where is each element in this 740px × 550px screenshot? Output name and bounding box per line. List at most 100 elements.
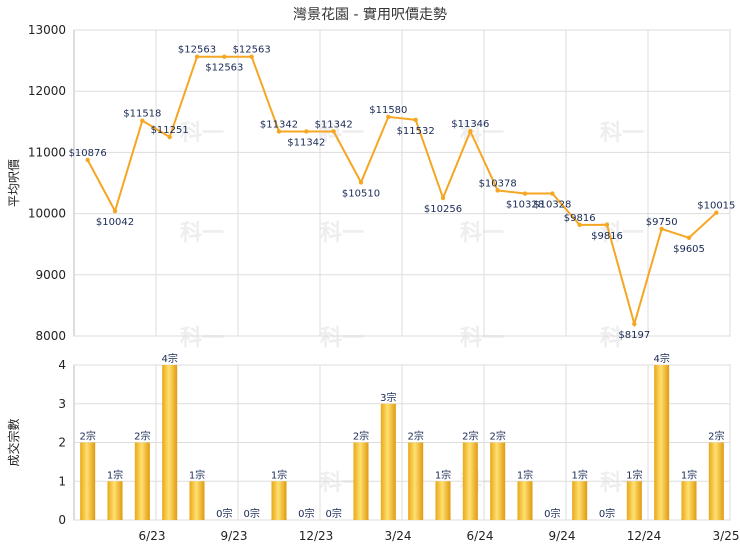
- price-point: [249, 54, 254, 59]
- x-tick-label: 6/24: [467, 529, 494, 543]
- price-data-label: $11342: [260, 119, 298, 130]
- price-point: [386, 114, 391, 120]
- count-data-label: 0宗: [544, 507, 560, 520]
- count-data-label: 2宗: [79, 430, 95, 443]
- price-data-label: $9605: [673, 244, 705, 255]
- price-data-label: $10256: [424, 204, 462, 215]
- price-data-label: $10876: [69, 148, 107, 159]
- count-data-label: 1宗: [681, 468, 697, 481]
- line-y-tick-label: 11000: [28, 145, 66, 159]
- count-bar: [435, 481, 451, 520]
- price-data-label: $11532: [397, 126, 435, 137]
- count-data-label: 0宗: [243, 507, 259, 520]
- count-bar: [80, 442, 96, 520]
- price-point: [276, 129, 282, 134]
- price-point: [112, 208, 118, 214]
- price-point: [222, 54, 227, 59]
- bar-y-tick-label: 4: [58, 358, 66, 372]
- watermark-text: 科一: [320, 121, 364, 146]
- watermark-text: 科一: [180, 221, 224, 246]
- line-y-tick-label: 12000: [28, 84, 66, 98]
- price-point: [413, 117, 418, 123]
- price-data-label: $10328: [533, 200, 571, 211]
- count-bar: [572, 481, 588, 520]
- price-point: [331, 129, 336, 134]
- price-point: [358, 180, 364, 185]
- line-y-tick-label: 10000: [28, 207, 66, 221]
- count-data-label: 2宗: [462, 430, 478, 443]
- price-data-label: $12563: [178, 45, 216, 56]
- watermark-text: 科一: [600, 121, 644, 146]
- price-data-label: $11518: [123, 109, 161, 120]
- x-tick-label: 12/24: [627, 529, 662, 543]
- watermark-text: 科一: [180, 326, 224, 351]
- count-data-label: 0宗: [216, 507, 232, 520]
- price-data-label: $9816: [591, 231, 623, 242]
- price-data-label: $12563: [205, 63, 243, 74]
- x-tick-label: 9/24: [549, 529, 576, 543]
- count-bar: [408, 442, 424, 520]
- count-data-label: 0宗: [325, 507, 341, 520]
- count-data-label: 2宗: [708, 430, 724, 443]
- watermark-text: 科一: [180, 121, 224, 146]
- watermark-text: 科一: [320, 326, 364, 351]
- price-point: [714, 210, 719, 215]
- price-data-label: $10510: [342, 188, 380, 199]
- x-tick-label: 6/23: [139, 529, 166, 543]
- price-data-label: $10378: [479, 178, 517, 189]
- count-bar: [107, 481, 123, 520]
- count-data-label: 1宗: [517, 468, 533, 481]
- line-y-tick-label: 9000: [35, 268, 66, 282]
- count-bar: [189, 481, 205, 520]
- count-bar: [490, 442, 506, 520]
- count-data-label: 2宗: [353, 430, 369, 443]
- count-bar: [380, 403, 396, 520]
- price-data-label: $11580: [369, 105, 407, 116]
- line-y-tick-label: 13000: [28, 23, 66, 37]
- count-bar: [353, 442, 369, 520]
- count-data-label: 1宗: [571, 468, 587, 481]
- watermark-text: 科一: [600, 326, 644, 351]
- count-bar: [134, 442, 150, 520]
- count-bar: [626, 481, 642, 520]
- price-point: [686, 235, 692, 240]
- count-data-label: 1宗: [626, 468, 642, 481]
- count-data-label: 4宗: [653, 352, 669, 365]
- count-bar: [708, 442, 724, 520]
- line-y-tick-label: 8000: [35, 329, 66, 343]
- price-point: [632, 321, 637, 327]
- count-data-label: 2宗: [134, 430, 150, 443]
- bar-y-tick-label: 3: [58, 397, 66, 411]
- price-point: [140, 118, 145, 123]
- price-point: [522, 191, 528, 196]
- x-tick-label: 3/24: [385, 529, 412, 543]
- price-data-label: $11342: [287, 137, 325, 148]
- count-data-label: 2宗: [489, 430, 505, 443]
- chart-title: 灣景花園 - 實用呎價走勢: [293, 7, 447, 23]
- price-data-label: $8197: [618, 330, 650, 341]
- price-point: [577, 222, 582, 228]
- count-bar: [162, 365, 178, 520]
- count-data-label: 4宗: [161, 352, 177, 365]
- x-tick-label: 12/23: [299, 529, 334, 543]
- watermark-text: 科一: [460, 221, 504, 246]
- count-bar: [654, 365, 670, 520]
- x-tick-label: 3/25: [713, 529, 740, 543]
- watermark-text: 科一: [460, 326, 504, 351]
- count-data-label: 0宗: [298, 507, 314, 520]
- price-data-label: $11251: [151, 125, 189, 136]
- price-point: [167, 134, 172, 140]
- watermark-text: 科一: [460, 121, 504, 146]
- x-tick-label: 9/23: [221, 529, 248, 543]
- count-bar: [681, 481, 697, 520]
- price-data-label: $9750: [646, 217, 678, 228]
- price-data-label: $11346: [451, 119, 489, 130]
- price-point: [604, 222, 610, 228]
- price-data-label: $10042: [96, 217, 134, 228]
- count-data-label: 2宗: [407, 430, 423, 443]
- price-point: [550, 191, 555, 196]
- count-data-label: 3宗: [380, 391, 396, 404]
- count-data-label: 0宗: [599, 507, 615, 520]
- bar-y-tick-label: 0: [58, 513, 66, 527]
